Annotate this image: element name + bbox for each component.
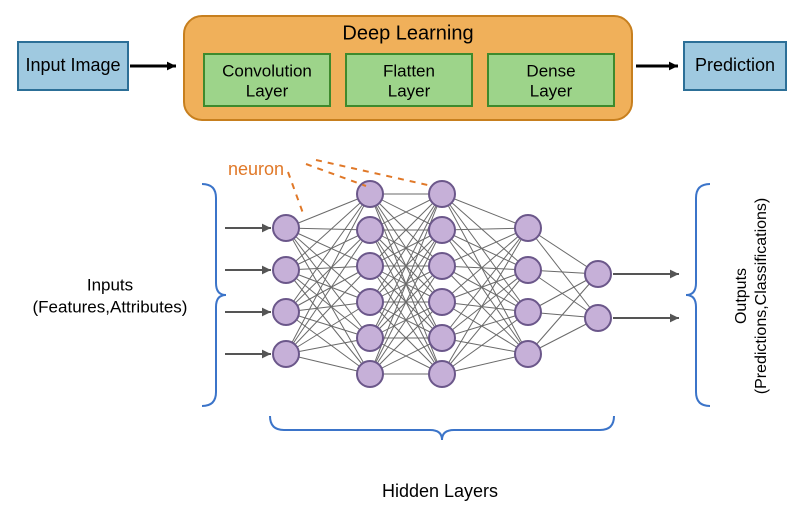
arrow-icon — [613, 314, 679, 323]
prediction-label: Prediction — [695, 55, 775, 75]
label: Dense — [526, 61, 575, 80]
label: Convolution — [222, 61, 312, 80]
svg-text:Outputs: Outputs — [733, 268, 750, 324]
hidden-layers-label: Hidden Layers — [382, 481, 498, 501]
arrow-head-icon — [670, 314, 679, 323]
arrow-head-icon — [262, 266, 271, 275]
arrow-head-icon — [670, 270, 679, 279]
diagram-canvas: Deep LearningConvolutionLayerFlattenLaye… — [0, 0, 800, 514]
brace-icon — [202, 184, 226, 406]
neuron-icon — [357, 325, 383, 351]
neuron-icon — [515, 215, 541, 241]
arrow-icon — [225, 308, 271, 317]
inputs-label: Inputs — [87, 275, 133, 294]
neuron-icon — [515, 299, 541, 325]
arrow-icon — [636, 62, 678, 71]
brace-icon — [270, 416, 614, 440]
neuron-icon — [273, 341, 299, 367]
svg-text:(Predictions,Classifications): (Predictions,Classifications) — [753, 198, 770, 395]
neuron-icon — [585, 305, 611, 331]
neuron-callout — [306, 164, 366, 186]
arrow-head-icon — [262, 350, 271, 359]
deep-learning-title: Deep Learning — [342, 22, 473, 44]
arrow-icon — [130, 62, 176, 71]
arrow-head-icon — [167, 62, 176, 71]
neuron-icon — [515, 341, 541, 367]
neuron-icon — [357, 361, 383, 387]
brace-icon — [686, 184, 710, 406]
neuron-icon — [585, 261, 611, 287]
arrow-icon — [225, 224, 271, 233]
arrow-head-icon — [669, 62, 678, 71]
neuron-icon — [515, 257, 541, 283]
neuron-icon — [429, 217, 455, 243]
neuron-icon — [357, 217, 383, 243]
label: Layer — [530, 81, 573, 100]
label: (Features,Attributes) — [33, 297, 188, 316]
neuron-icon — [273, 215, 299, 241]
neuron-icon — [273, 257, 299, 283]
neuron-icon — [273, 299, 299, 325]
neuron-icon — [357, 181, 383, 207]
input-label: Input Image — [25, 55, 120, 75]
arrow-head-icon — [262, 308, 271, 317]
neuron-icon — [357, 289, 383, 315]
outputs-label: Outputs(Predictions,Classifications) — [733, 198, 770, 395]
arrow-head-icon — [262, 224, 271, 233]
arrow-icon — [613, 270, 679, 279]
label: Flatten — [383, 61, 435, 80]
neuron-label: neuron — [228, 159, 284, 179]
neuron-icon — [429, 325, 455, 351]
label: Layer — [246, 81, 289, 100]
label: Layer — [388, 81, 431, 100]
neuron-icon — [429, 361, 455, 387]
neuron-callout — [288, 172, 304, 216]
arrow-icon — [225, 266, 271, 275]
neuron-icon — [429, 253, 455, 279]
neuron-icon — [429, 289, 455, 315]
neuron-icon — [429, 181, 455, 207]
neuron-icon — [357, 253, 383, 279]
arrow-icon — [225, 350, 271, 359]
